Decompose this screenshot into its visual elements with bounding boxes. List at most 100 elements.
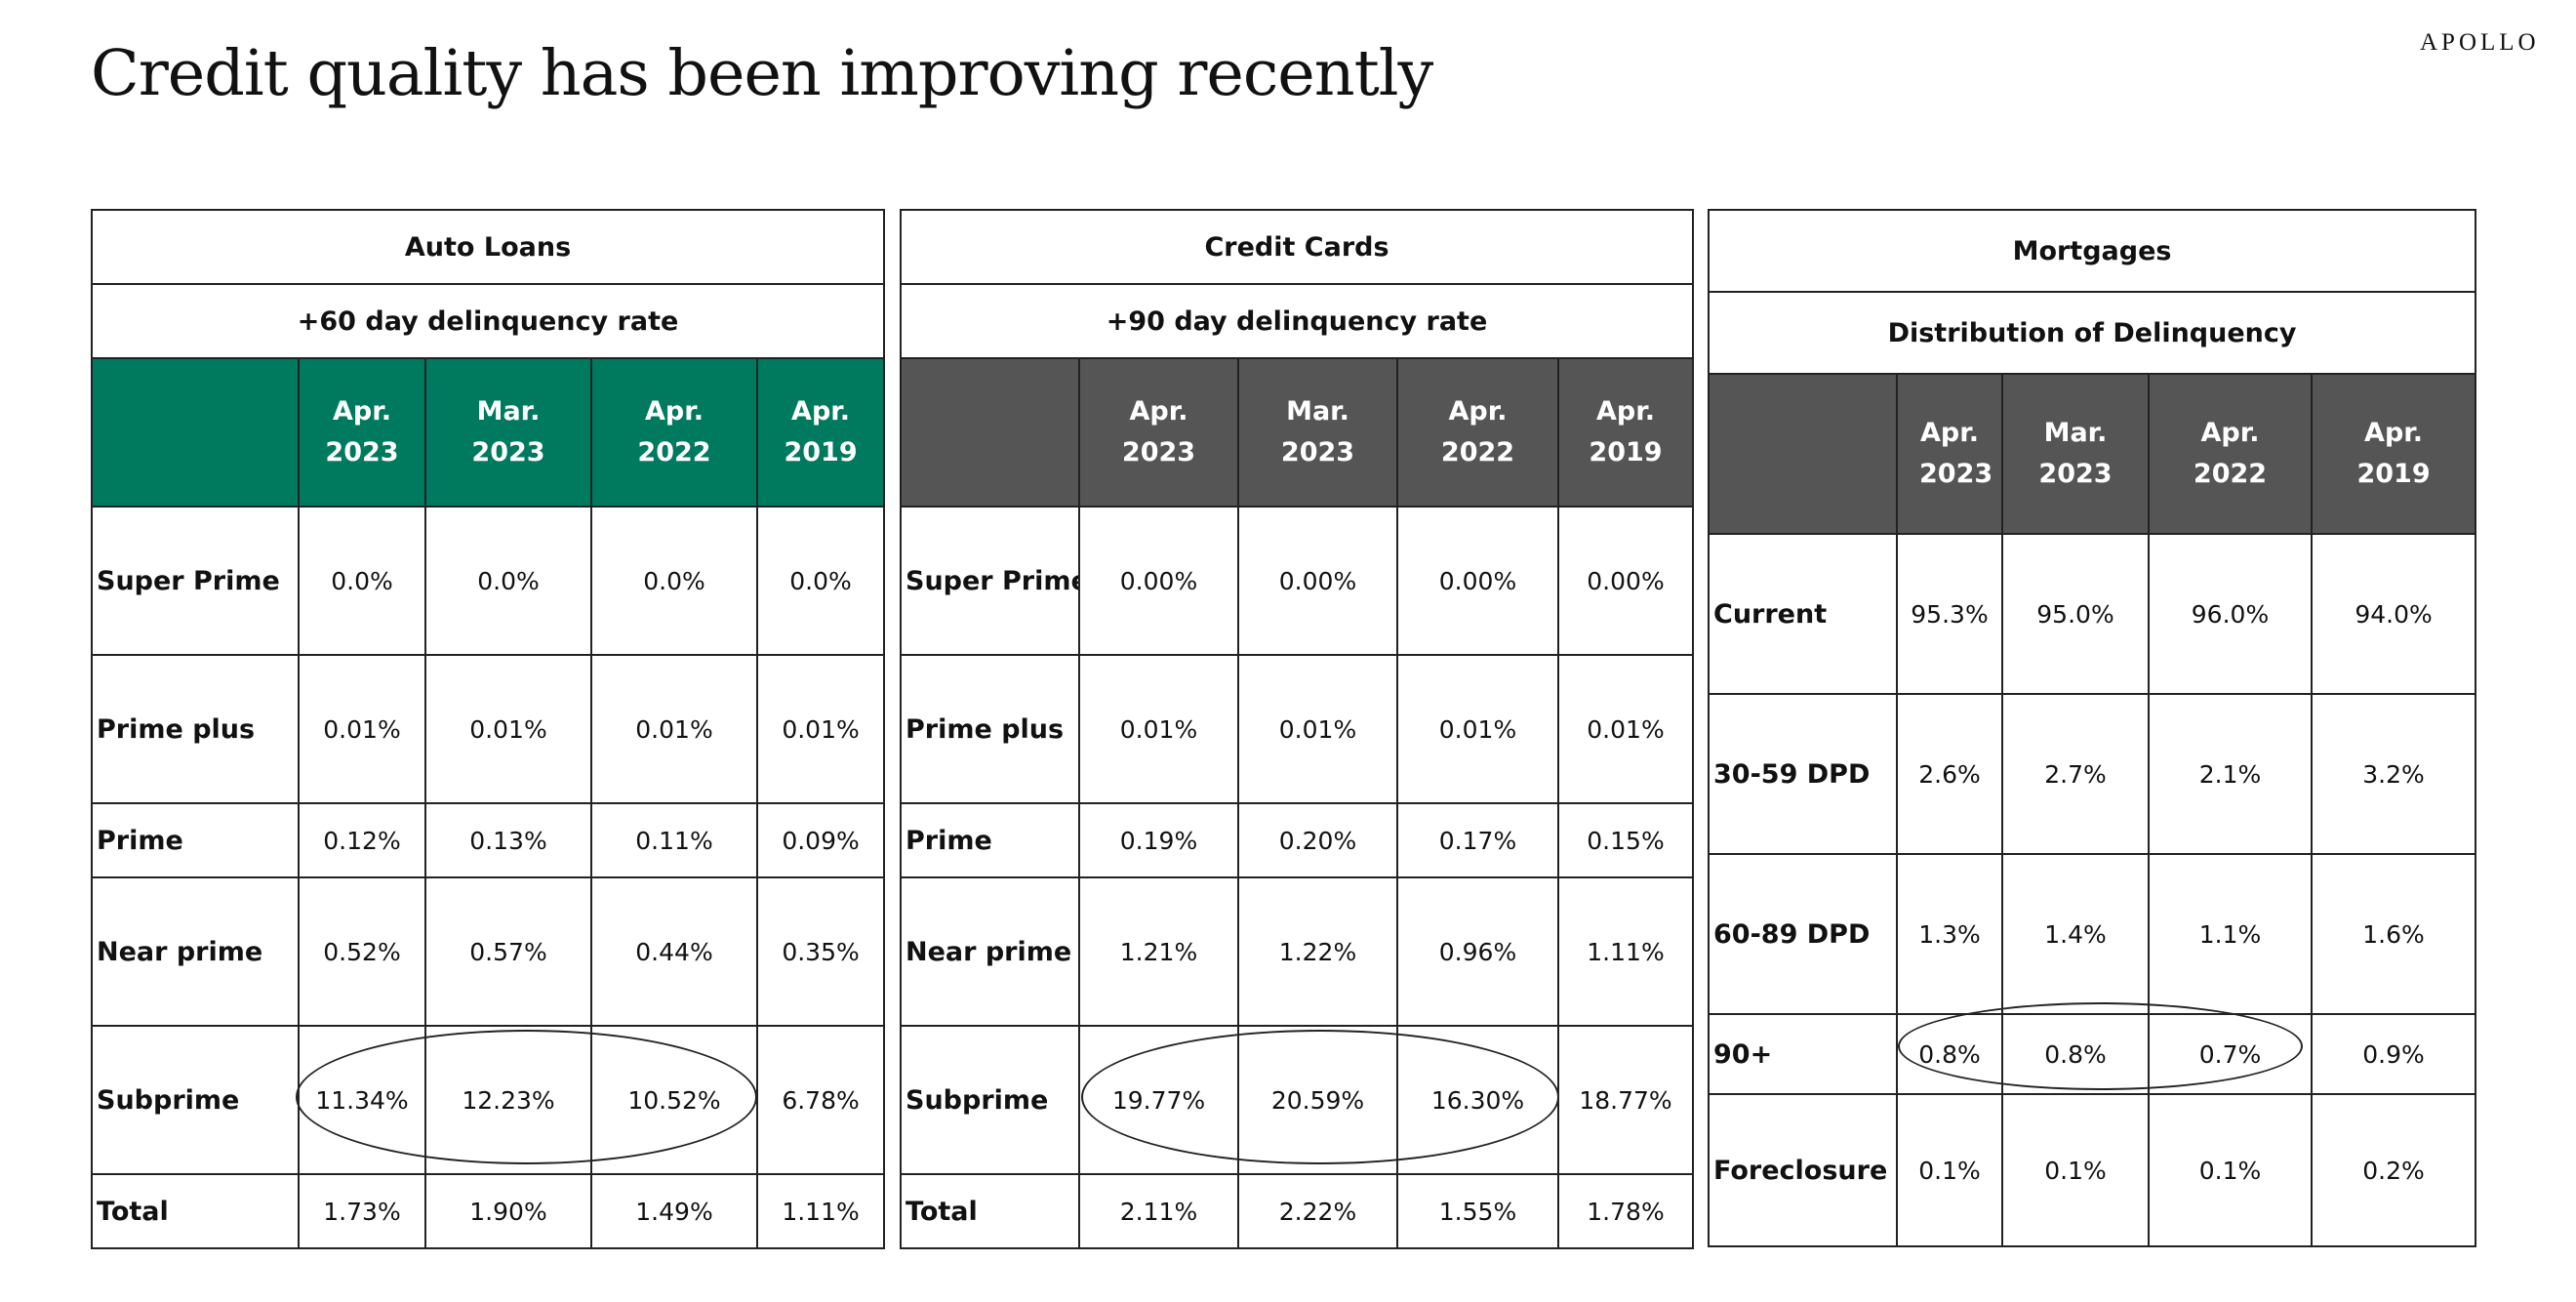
column-header: Apr. 2022 — [2148, 373, 2313, 535]
table-row: Super Prime 0.0% 0.0% 0.0% 0.0% — [91, 506, 886, 656]
column-header: Mar. 2023 — [2001, 373, 2150, 535]
header-corner-cell — [900, 357, 1080, 508]
value-cell: 2.6% — [1896, 693, 2003, 855]
row-label: Foreclosure — [1708, 1093, 1898, 1247]
value-cell: 1.78% — [1557, 1173, 1694, 1249]
value-cell: 0.00% — [1237, 506, 1398, 656]
value-cell: 95.0% — [2001, 533, 2150, 695]
value-cell: 0.01% — [1078, 654, 1239, 804]
value-cell: 0.0% — [755, 506, 886, 656]
table-row: Subprime 19.77% 20.59% 16.30% 18.77% — [900, 1025, 1694, 1175]
value-cell: 2.22% — [1237, 1173, 1398, 1249]
value-cell: 0.8% — [2001, 1013, 2150, 1095]
row-label: Super Prime — [91, 506, 300, 656]
table-row: Current 95.3% 95.0% 96.0% 94.0% — [1708, 533, 2477, 695]
value-cell: 0.01% — [298, 654, 426, 804]
mortgages-table: Mortgages Distribution of Delinquency Apr.… — [1707, 209, 2477, 1247]
value-cell: 0.0% — [298, 506, 426, 656]
value-cell: 18.77% — [1557, 1025, 1694, 1175]
column-header: Apr. 2023 — [298, 357, 426, 508]
row-label: 90+ — [1708, 1013, 1898, 1095]
table-subtitle: Distribution of Delinquency — [1707, 291, 2477, 375]
value-cell: 0.8% — [1896, 1013, 2003, 1095]
auto-loans-grid: Auto Loans +60 day delinquency rate Apr. 2… — [90, 209, 886, 1249]
value-cell: 16.30% — [1396, 1025, 1559, 1175]
column-header: Apr. 2019 — [755, 357, 886, 508]
value-cell: 0.01% — [755, 654, 886, 804]
table-subtitle: +60 day delinquency rate — [90, 283, 886, 359]
table-row: Foreclosure 0.1% 0.1% 0.1% 0.2% — [1708, 1093, 2477, 1247]
value-cell: 1.6% — [2310, 853, 2477, 1015]
value-cell: 2.1% — [2148, 693, 2313, 855]
value-cell: 1.3% — [1896, 853, 2003, 1015]
table-row: Total 1.73% 1.90% 1.49% 1.11% — [91, 1173, 886, 1249]
table-row: 90+ 0.8% 0.8% 0.7% 0.9% — [1708, 1013, 2477, 1095]
row-label: Total — [900, 1173, 1080, 1249]
mortgages-grid: Mortgages Distribution of Delinquency Apr.… — [1707, 209, 2477, 1247]
row-label: Prime — [900, 802, 1080, 878]
value-cell: 0.35% — [755, 876, 886, 1027]
auto-loans-table: Auto Loans +60 day delinquency rate Apr. 2… — [90, 209, 886, 1249]
value-cell: 0.01% — [424, 654, 592, 804]
row-label: Near prime — [91, 876, 300, 1027]
table-row: Prime 0.19% 0.20% 0.17% 0.15% — [900, 802, 1694, 878]
value-cell: 0.01% — [590, 654, 758, 804]
value-cell: 1.11% — [755, 1173, 886, 1249]
row-label: 60-89 DPD — [1708, 853, 1898, 1015]
header-corner-cell — [1708, 373, 1898, 535]
value-cell: 1.73% — [298, 1173, 426, 1249]
value-cell: 0.13% — [424, 802, 592, 878]
row-label: 30-59 DPD — [1708, 693, 1898, 855]
value-cell: 95.3% — [1896, 533, 2003, 695]
value-cell: 11.34% — [298, 1025, 426, 1175]
value-cell: 0.7% — [2148, 1013, 2313, 1095]
value-cell: 0.12% — [298, 802, 426, 878]
value-cell: 6.78% — [755, 1025, 886, 1175]
value-cell: 3.2% — [2310, 693, 2477, 855]
table-row: 30-59 DPD 2.6% 2.7% 2.1% 3.2% — [1708, 693, 2477, 855]
value-cell: 10.52% — [590, 1025, 758, 1175]
value-cell: 0.2% — [2310, 1093, 2477, 1247]
table-row: Total 2.11% 2.22% 1.55% 1.78% — [900, 1173, 1694, 1249]
value-cell: 0.96% — [1396, 876, 1559, 1027]
value-cell: 1.55% — [1396, 1173, 1559, 1249]
column-header: Apr. 2022 — [1396, 357, 1559, 508]
value-cell: 12.23% — [424, 1025, 592, 1175]
value-cell: 0.15% — [1557, 802, 1694, 878]
value-cell: 0.57% — [424, 876, 592, 1027]
value-cell: 1.22% — [1237, 876, 1398, 1027]
value-cell: 0.09% — [755, 802, 886, 878]
column-header: Apr. 2019 — [1557, 357, 1694, 508]
value-cell: 0.19% — [1078, 802, 1239, 878]
value-cell: 0.01% — [1557, 654, 1694, 804]
page-title: Credit quality has been improving recent… — [91, 37, 1433, 110]
header-corner-cell — [91, 357, 300, 508]
value-cell: 2.7% — [2001, 693, 2150, 855]
value-cell: 94.0% — [2310, 533, 2477, 695]
value-cell: 0.20% — [1237, 802, 1398, 878]
value-cell: 20.59% — [1237, 1025, 1398, 1175]
row-label: Prime plus — [91, 654, 300, 804]
value-cell: 1.49% — [590, 1173, 758, 1249]
value-cell: 0.00% — [1396, 506, 1559, 656]
table-title: Auto Loans — [90, 209, 886, 285]
value-cell: 1.90% — [424, 1173, 592, 1249]
table-row: Near prime 0.52% 0.57% 0.44% 0.35% — [91, 876, 886, 1027]
table-row: Near prime 1.21% 1.22% 0.96% 1.11% — [900, 876, 1694, 1027]
table-subtitle: +90 day delinquency rate — [900, 283, 1694, 359]
value-cell: 0.17% — [1396, 802, 1559, 878]
value-cell: 1.1% — [2148, 853, 2313, 1015]
column-header: Mar. 2023 — [1237, 357, 1398, 508]
value-cell: 0.9% — [2310, 1013, 2477, 1095]
value-cell: 2.11% — [1078, 1173, 1239, 1249]
value-cell: 1.4% — [2001, 853, 2150, 1015]
row-label: Current — [1708, 533, 1898, 695]
table-row: Subprime 11.34% 12.23% 10.52% 6.78% — [91, 1025, 886, 1175]
value-cell: 0.01% — [1237, 654, 1398, 804]
table-row: Prime plus 0.01% 0.01% 0.01% 0.01% — [91, 654, 886, 804]
value-cell: 0.1% — [1896, 1093, 2003, 1247]
value-cell: 0.01% — [1396, 654, 1559, 804]
column-header: Apr. 2019 — [2310, 373, 2477, 535]
row-label: Total — [91, 1173, 300, 1249]
value-cell: 0.00% — [1557, 506, 1694, 656]
